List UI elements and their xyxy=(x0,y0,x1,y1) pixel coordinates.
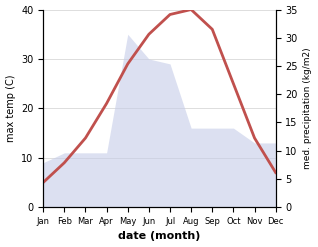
Y-axis label: max temp (C): max temp (C) xyxy=(5,75,16,142)
Y-axis label: med. precipitation (kg/m2): med. precipitation (kg/m2) xyxy=(303,48,313,169)
X-axis label: date (month): date (month) xyxy=(118,231,201,242)
